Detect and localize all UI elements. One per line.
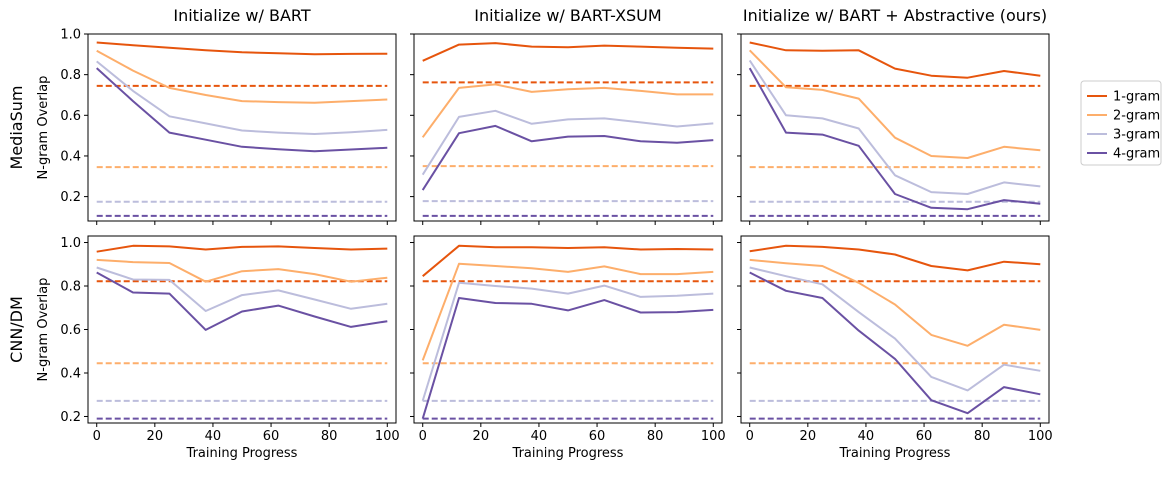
x-tick-label: 0 — [746, 429, 754, 444]
series-line-1-gram — [750, 246, 1041, 271]
y-tick-label: 0.8 — [60, 280, 81, 295]
y-tick-label: 0.4 — [60, 149, 81, 164]
x-tick-label: 40 — [205, 429, 222, 444]
series-line-2-gram — [97, 260, 388, 282]
x-tick-label: 100 — [375, 429, 400, 444]
y-tick-label: 0.2 — [60, 410, 81, 425]
column-title: Initialize w/ BART — [173, 6, 310, 25]
x-tick-label: 20 — [147, 429, 164, 444]
subplot: 0 20 40 60 80 100 Training Progress — [410, 236, 726, 461]
series-line-3-gram — [423, 283, 714, 401]
series-line-4-gram — [423, 126, 714, 190]
x-tick-label: 40 — [531, 429, 548, 444]
legend-entry: 4-gram — [1113, 147, 1160, 162]
panels: 0.2 0.4 0.6 0.8 1.0 0.2 0.4 0.6 0.8 1.0 0 20 40 60 80 1… — [60, 28, 1052, 462]
series-line-1-gram — [423, 43, 714, 61]
axes-frame — [88, 34, 396, 221]
y-axis-label: N-gram Overlap — [36, 76, 51, 180]
y-tick-label: 0.6 — [60, 323, 81, 338]
x-axis-label: Training Progress — [512, 446, 624, 461]
series-line-4-gram — [750, 273, 1041, 414]
row-label: MediaSum — [7, 86, 26, 170]
x-axis-label: Training Progress — [839, 446, 951, 461]
x-tick-label: 60 — [589, 429, 606, 444]
legend-entry: 3-gram — [1113, 128, 1160, 143]
series-line-3-gram — [750, 60, 1041, 194]
x-tick-label: 20 — [473, 429, 490, 444]
subplot: 0 20 40 60 80 100 Training Progress — [737, 236, 1053, 461]
column-title: Initialize w/ BART-XSUM — [474, 6, 661, 25]
series-line-3-gram — [97, 268, 388, 312]
y-tick-label: 0.4 — [60, 366, 81, 381]
series-line-3-gram — [97, 61, 388, 134]
row-label: CNN/DM — [7, 296, 26, 363]
x-tick-label: 60 — [263, 429, 280, 444]
series-line-1-gram — [750, 43, 1041, 78]
x-tick-label: 0 — [93, 429, 101, 444]
y-axis-label: N-gram Overlap — [36, 278, 51, 382]
y-tick-label: 0.8 — [60, 68, 81, 83]
x-tick-label: 80 — [974, 429, 991, 444]
legend-entry: 1-gram — [1113, 90, 1160, 105]
x-tick-label: 0 — [419, 429, 427, 444]
series-line-4-gram — [97, 68, 388, 151]
series-line-2-gram — [423, 84, 714, 137]
y-tick-label: 0.6 — [60, 109, 81, 124]
series-line-1-gram — [97, 246, 388, 252]
series-line-2-gram — [750, 50, 1041, 158]
x-tick-label: 60 — [916, 429, 933, 444]
subplot: 0.2 0.4 0.6 0.8 1.0 — [60, 28, 396, 226]
x-tick-label: 40 — [858, 429, 875, 444]
y-tick-label: 1.0 — [60, 28, 81, 43]
x-tick-label: 100 — [701, 429, 726, 444]
subplot — [737, 34, 1049, 225]
x-axis-label: Training Progress — [186, 446, 298, 461]
column-title: Initialize w/ BART + Abstractive (ours) — [743, 6, 1047, 25]
subplot: 0.2 0.4 0.6 0.8 1.0 0 20 40 60 80 100 Training Prog… — [60, 236, 399, 461]
axes-frame — [414, 34, 722, 221]
x-tick-label: 80 — [647, 429, 664, 444]
axes-frame — [88, 236, 396, 423]
x-tick-label: 20 — [800, 429, 817, 444]
legend: 1-gram 2-gram 3-gram 4-gram — [1081, 81, 1161, 165]
series-line-1-gram — [97, 43, 388, 55]
y-tick-label: 1.0 — [60, 236, 81, 251]
subplot — [410, 34, 722, 225]
x-tick-label: 100 — [1028, 429, 1053, 444]
x-tick-label: 80 — [321, 429, 338, 444]
y-tick-label: 0.2 — [60, 190, 81, 205]
legend-entry: 2-gram — [1113, 109, 1160, 124]
series-line-2-gram — [750, 260, 1041, 346]
